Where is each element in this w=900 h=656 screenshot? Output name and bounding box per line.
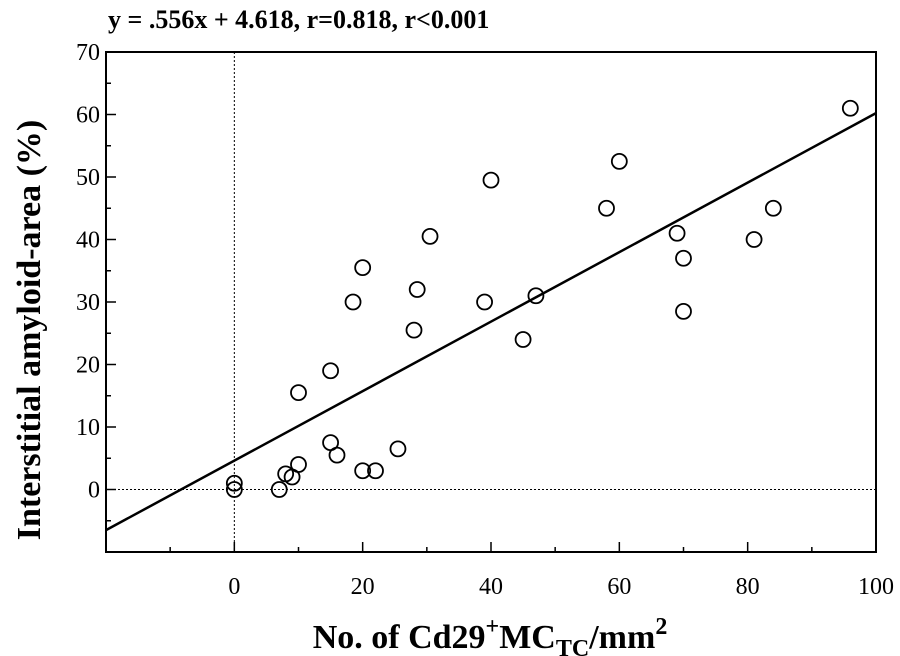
y-axis-label: Interstitial amyloid-area (%) — [11, 120, 48, 541]
data-point — [745, 231, 763, 248]
data-point — [675, 249, 692, 267]
x-tick-label: 80 — [736, 574, 760, 600]
data-point — [270, 481, 288, 498]
x-tick-label: 60 — [607, 574, 631, 600]
x-axis-label-unit: /mm — [588, 619, 655, 656]
data-point — [322, 362, 339, 380]
x-tick-label: 0 — [228, 574, 240, 600]
data-point — [527, 287, 545, 305]
data-point — [225, 474, 243, 492]
data-point — [290, 456, 307, 473]
data-point — [408, 281, 426, 298]
data-point — [482, 171, 500, 189]
x-axis-label-mid: MC — [499, 619, 556, 656]
data-point — [225, 481, 243, 498]
data-point — [421, 227, 439, 245]
data-point — [367, 462, 384, 480]
x-axis-label-sup: + — [486, 614, 500, 640]
data-point — [354, 259, 372, 277]
x-axis-label-sup2: 2 — [655, 614, 667, 640]
data-point — [354, 462, 372, 480]
data-point — [598, 199, 615, 217]
x-tick-label: 40 — [479, 574, 503, 600]
chart-title: y = .556x + 4.618, r=0.818, r<0.001 — [108, 5, 489, 34]
data-point — [841, 99, 859, 117]
y-tick-label: 40 — [76, 228, 100, 254]
x-axis-label-sub: TC — [556, 636, 589, 656]
data-point — [476, 293, 493, 311]
data-point — [290, 384, 307, 402]
plot-frame — [105, 51, 877, 553]
data-point — [668, 224, 686, 242]
y-tick-label: 0 — [88, 478, 100, 504]
x-tick-label: 20 — [351, 574, 375, 600]
data-point — [675, 302, 692, 320]
x-tick-label: 100 — [858, 574, 894, 600]
y-tick-label: 70 — [76, 40, 100, 66]
y-tick-label: 20 — [76, 353, 100, 379]
data-point — [328, 446, 346, 464]
data-point — [405, 321, 423, 339]
data-point — [610, 152, 628, 170]
data-point — [389, 440, 407, 458]
y-tick-label: 10 — [76, 415, 100, 441]
data-point — [764, 199, 782, 217]
x-axis-label: No. of Cd29+MCTC/mm2 — [313, 614, 668, 656]
x-axis-label-main: No. of Cd29 — [313, 619, 486, 656]
y-tick-label: 60 — [76, 103, 100, 129]
data-point — [514, 331, 532, 348]
data-point — [344, 293, 362, 311]
regression-line — [105, 112, 877, 532]
y-tick-label: 50 — [76, 165, 100, 191]
y-tick-label: 30 — [76, 290, 100, 316]
plot-area: 0 10 20 30 40 50 60 70 0 20 40 60 80 100 — [76, 40, 894, 600]
